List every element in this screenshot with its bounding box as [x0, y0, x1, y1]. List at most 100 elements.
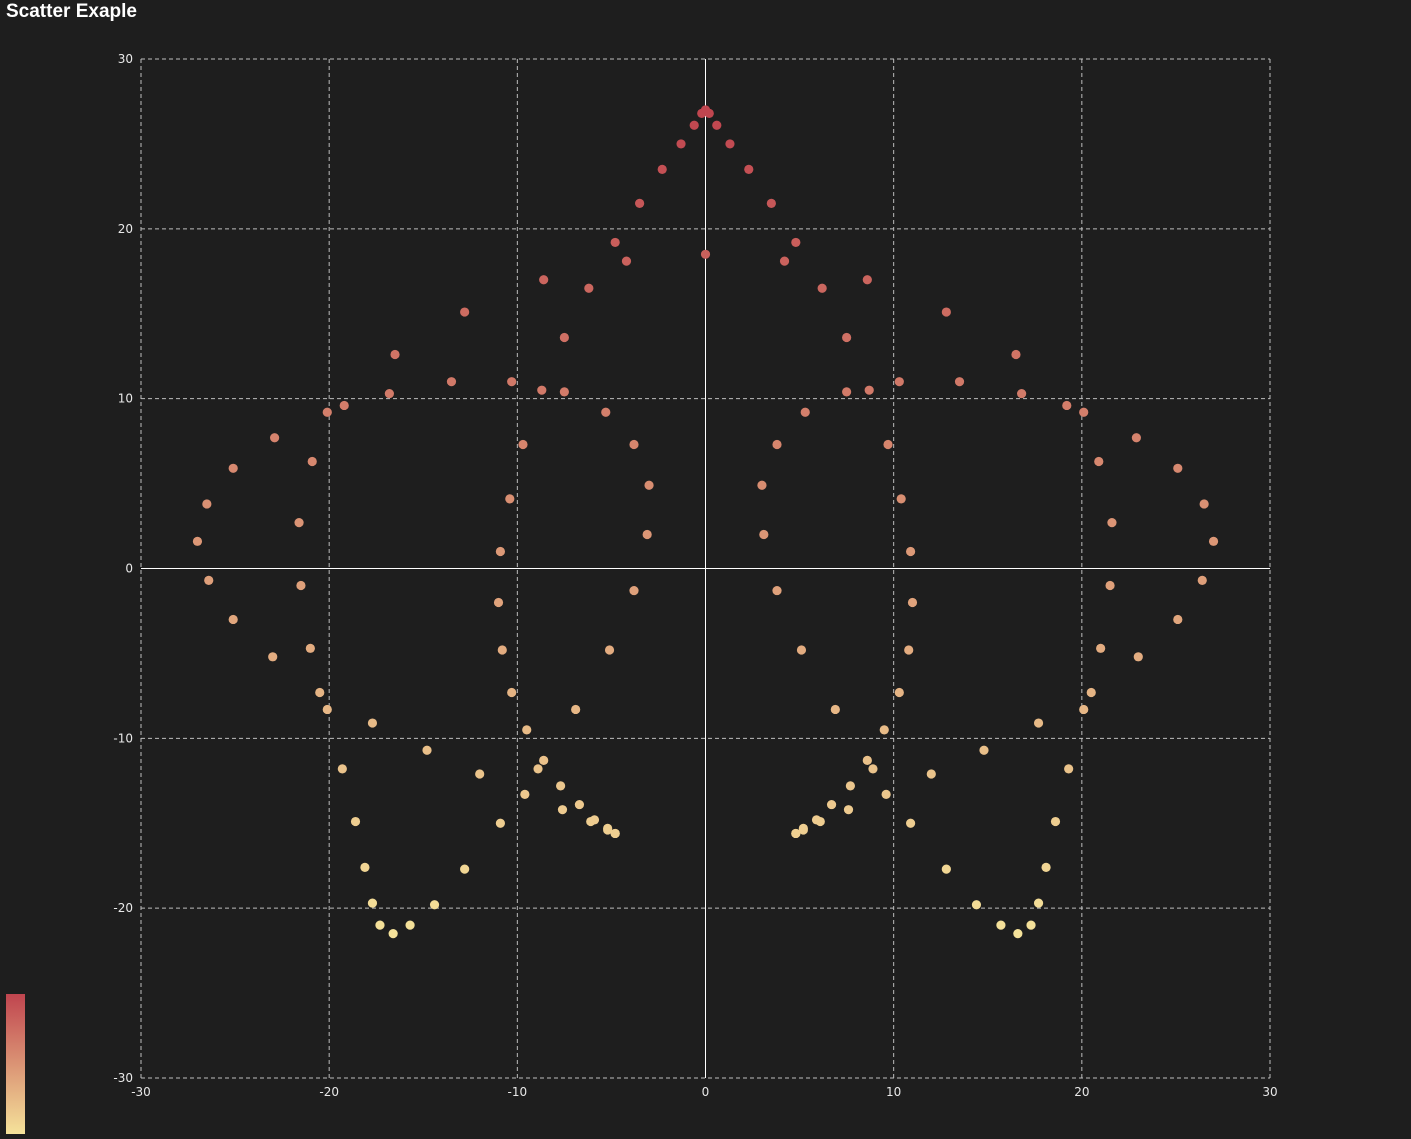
data-point	[384, 388, 394, 399]
data-point	[862, 755, 872, 766]
data-point	[1173, 463, 1183, 473]
data-point	[941, 307, 951, 317]
data-point	[350, 816, 361, 827]
data-point	[422, 745, 432, 755]
data-point	[322, 704, 332, 715]
data-point	[296, 580, 306, 591]
axes	[141, 59, 1270, 1078]
visual-map-colorbar[interactable]	[6, 994, 25, 1134]
data-point	[954, 377, 965, 387]
data-point	[604, 645, 615, 655]
data-point	[520, 789, 530, 799]
data-point	[1079, 407, 1089, 417]
data-point	[429, 900, 440, 910]
data-point	[815, 816, 825, 827]
data-point	[390, 349, 400, 360]
data-point	[307, 456, 317, 467]
data-point	[192, 536, 203, 546]
data-point	[689, 120, 699, 130]
data-point	[1017, 388, 1027, 399]
data-point	[657, 164, 667, 174]
data-point	[842, 332, 852, 343]
data-point	[1086, 687, 1096, 698]
data-point	[507, 687, 517, 698]
data-point	[589, 815, 600, 825]
data-point	[533, 764, 543, 774]
x-tick-label: -20	[319, 1085, 339, 1099]
y-tick-label: 30	[118, 52, 133, 66]
data-point	[744, 164, 754, 174]
data-point	[537, 385, 547, 395]
data-point	[1131, 433, 1142, 443]
data-point	[405, 920, 415, 930]
data-point	[360, 862, 370, 873]
data-point	[971, 900, 982, 910]
data-point	[315, 687, 325, 698]
data-point	[1026, 920, 1036, 930]
data-point	[610, 828, 620, 839]
data-point	[493, 597, 504, 608]
data-point	[868, 764, 878, 774]
data-point	[460, 307, 470, 317]
data-point	[941, 864, 951, 874]
data-point	[1173, 614, 1183, 625]
y-tick-label: 10	[118, 392, 133, 406]
data-point	[904, 645, 914, 655]
x-tick-label: 20	[1074, 1085, 1089, 1099]
data-point	[826, 799, 837, 810]
data-point	[539, 755, 549, 766]
data-point	[507, 377, 517, 387]
grid	[140, 58, 1271, 1079]
data-point	[446, 377, 457, 387]
data-point	[505, 494, 515, 504]
data-point	[996, 920, 1006, 930]
data-point	[388, 929, 398, 939]
data-point	[798, 825, 808, 835]
data-point	[228, 614, 238, 625]
y-tick-label: -10	[113, 731, 133, 745]
data-point	[906, 818, 916, 828]
data-point	[556, 781, 566, 791]
data-point	[375, 920, 385, 930]
data-point	[204, 575, 214, 585]
data-point	[522, 725, 532, 735]
data-point	[557, 805, 568, 815]
data-point	[883, 439, 893, 450]
data-point	[228, 463, 238, 473]
data-point	[475, 769, 485, 779]
data-point	[879, 725, 889, 735]
data-point	[1133, 652, 1143, 662]
data-point	[367, 718, 378, 728]
data-point	[725, 139, 735, 149]
data-point	[700, 249, 711, 259]
data-point	[518, 439, 528, 450]
chart-title: Scatter Exaple	[6, 1, 137, 22]
data-point	[571, 704, 581, 715]
data-point	[1033, 898, 1044, 908]
data-point	[894, 687, 904, 698]
data-point	[1050, 816, 1061, 827]
data-point	[845, 781, 855, 791]
x-tick-label: 30	[1262, 1085, 1277, 1099]
data-point	[1064, 764, 1074, 774]
data-point	[337, 764, 347, 774]
data-point	[460, 864, 470, 874]
tick-labels: -30 -20 -10 0 10 20 30 -30 -20 -10 0 10 20 30	[113, 52, 1277, 1099]
data-point	[621, 256, 632, 266]
data-point	[268, 652, 278, 662]
data-point	[896, 494, 906, 504]
data-point	[635, 198, 645, 208]
data-point	[610, 237, 620, 248]
data-point	[559, 332, 569, 343]
data-point	[843, 805, 854, 815]
data-point	[1199, 499, 1209, 509]
data-point	[629, 585, 639, 596]
data-point	[601, 407, 611, 417]
data-point	[1013, 929, 1023, 939]
data-point	[322, 407, 332, 417]
data-point	[559, 387, 569, 397]
data-point	[495, 546, 505, 557]
data-point	[642, 529, 652, 540]
data-point	[772, 439, 782, 450]
